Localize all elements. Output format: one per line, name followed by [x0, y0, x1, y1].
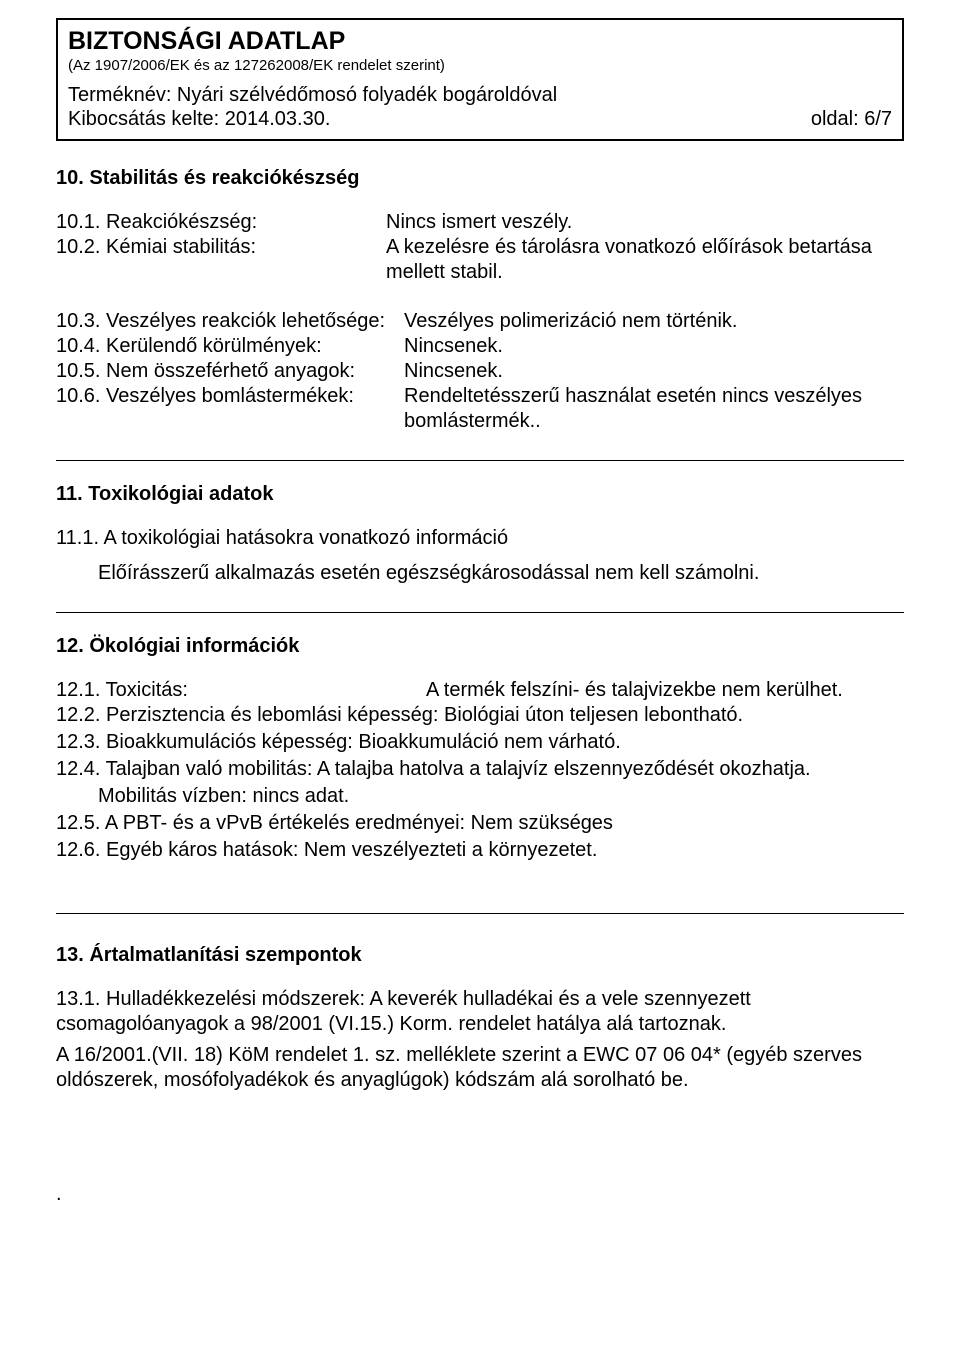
- kv-label: 10.4. Kerülendő körülmények:: [56, 334, 404, 359]
- kv-row: 12.1. Toxicitás: A termék felszíni- és t…: [56, 678, 904, 703]
- header-page-number: oldal: 6/7: [811, 108, 892, 131]
- kv-row: 10.5. Nem összeférhető anyagok: Nincsene…: [56, 359, 904, 384]
- section-11-heading: 11. Toxikológiai adatok: [56, 483, 904, 506]
- header-issue-date: Kibocsátás kelte: 2014.03.30.: [68, 108, 330, 131]
- header-title: BIZTONSÁGI ADATLAP: [68, 26, 892, 56]
- kv-label: 12.1. Toxicitás:: [56, 678, 426, 703]
- kv-label: 10.6. Veszélyes bomlástermékek:: [56, 384, 404, 409]
- kv-row: 10.4. Kerülendő körülmények: Nincsenek.: [56, 334, 904, 359]
- section-12-line: 12.4. Talajban való mobilitás: A talajba…: [56, 757, 904, 782]
- section-12-line: 12.5. A PBT- és a vPvB értékelés eredmén…: [56, 811, 904, 836]
- kv-label: 10.5. Nem összeférhető anyagok:: [56, 359, 404, 384]
- kv-value: Nincsenek.: [404, 359, 904, 384]
- section-11-body: Előírásszerű alkalmazás esetén egészségk…: [56, 561, 904, 586]
- footer-dot: .: [56, 1183, 904, 1206]
- kv-row: 10.6. Veszélyes bomlástermékek: Rendelte…: [56, 384, 904, 434]
- section-12-heading: 12. Ökológiai információk: [56, 635, 904, 658]
- section-10-heading: 10. Stabilitás és reakciókészség: [56, 167, 904, 190]
- section-11-subheading: 11.1. A toxikológiai hatásokra vonatkozó…: [56, 526, 904, 551]
- section-12-line: 12.3. Bioakkumulációs képesség: Bioakkum…: [56, 730, 904, 755]
- kv-value: Veszélyes polimerizáció nem történik.: [404, 309, 904, 334]
- kv-label: 10.3. Veszélyes reakciók lehetősége:: [56, 309, 404, 334]
- kv-label: 10.1. Reakciókészség:: [56, 210, 386, 235]
- kv-value: Nincs ismert veszély.: [386, 210, 904, 235]
- header-product: Terméknév: Nyári szélvédőmosó folyadék b…: [68, 84, 892, 107]
- divider: [56, 913, 904, 914]
- divider: [56, 460, 904, 461]
- divider: [56, 612, 904, 613]
- document-header-box: BIZTONSÁGI ADATLAP (Az 1907/2006/EK és a…: [56, 18, 904, 141]
- section-12-mobility-indent: Mobilitás vízben: nincs adat.: [56, 784, 904, 809]
- kv-label: 10.2. Kémiai stabilitás:: [56, 235, 386, 260]
- section-10-items-group-2: 10.3. Veszélyes reakciók lehetősége: Ves…: [56, 309, 904, 434]
- header-meta-row: Kibocsátás kelte: 2014.03.30. oldal: 6/7: [68, 108, 892, 131]
- section-12-line: 12.6. Egyéb káros hatások: Nem veszélyez…: [56, 838, 904, 863]
- section-13-paragraph: A 16/2001.(VII. 18) KöM rendelet 1. sz. …: [56, 1043, 904, 1093]
- kv-row: 10.3. Veszélyes reakciók lehetősége: Ves…: [56, 309, 904, 334]
- section-12-line: 12.2. Perzisztencia és lebomlási képessé…: [56, 703, 904, 728]
- header-subtitle: (Az 1907/2006/EK és az 127262008/EK rend…: [68, 57, 892, 74]
- section-10-items-group-1: 10.1. Reakciókészség: Nincs ismert veszé…: [56, 210, 904, 285]
- kv-value: Rendeltetésszerű használat esetén nincs …: [404, 384, 904, 434]
- page: BIZTONSÁGI ADATLAP (Az 1907/2006/EK és a…: [0, 0, 960, 1362]
- kv-row: 10.1. Reakciókészség: Nincs ismert veszé…: [56, 210, 904, 235]
- kv-row: 10.2. Kémiai stabilitás: A kezelésre és …: [56, 235, 904, 285]
- section-13-heading: 13. Ártalmatlanítási szempontok: [56, 944, 904, 967]
- kv-value: A kezelésre és tárolásra vonatkozó előír…: [386, 235, 904, 285]
- kv-value: A termék felszíni- és talajvizekbe nem k…: [426, 678, 904, 703]
- section-13-paragraph: 13.1. Hulladékkezelési módszerek: A keve…: [56, 987, 904, 1037]
- kv-value: Nincsenek.: [404, 334, 904, 359]
